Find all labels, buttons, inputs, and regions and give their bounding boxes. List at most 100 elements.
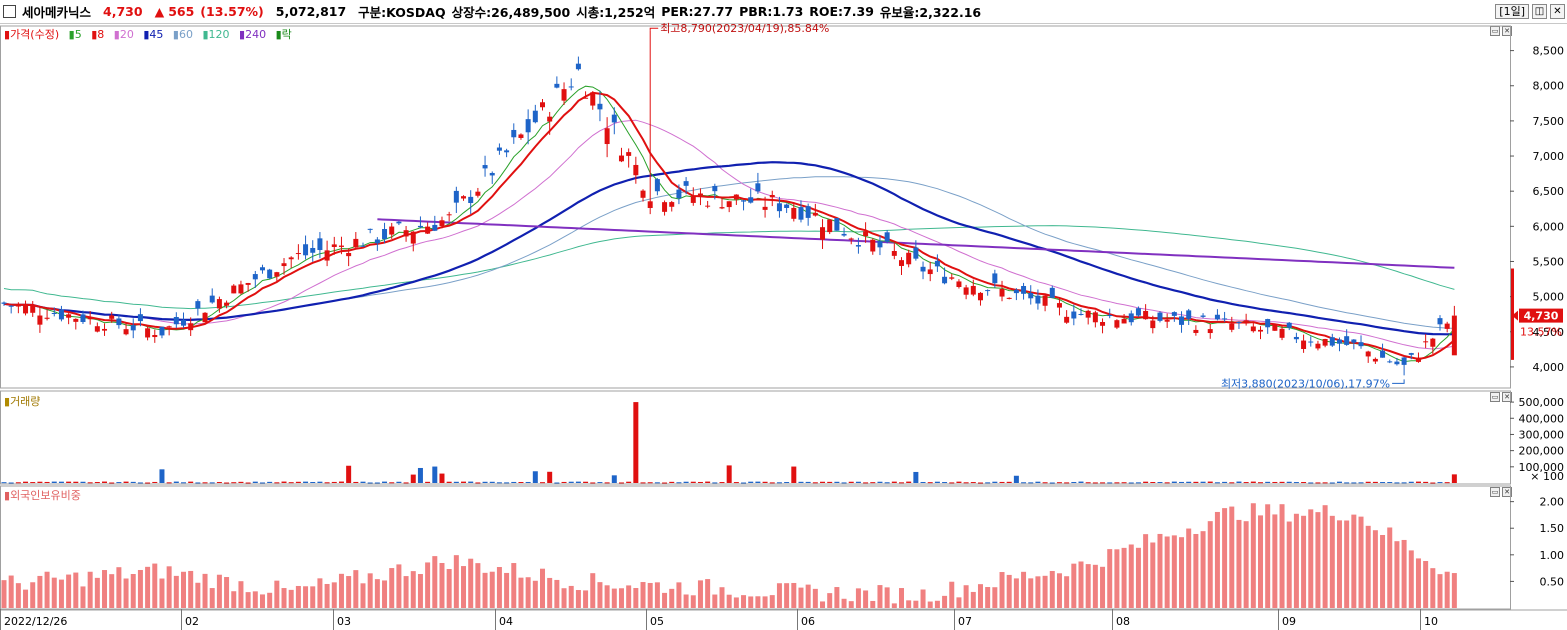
volume-bar xyxy=(37,481,43,483)
volume-bar xyxy=(51,481,57,483)
foreign-bar xyxy=(1092,564,1098,608)
volume-bar xyxy=(23,481,29,483)
foreign-bar xyxy=(274,580,280,608)
volume-bar xyxy=(1272,481,1278,483)
foreign-bar xyxy=(195,582,201,608)
volume-bar xyxy=(109,482,115,484)
volume-bar xyxy=(1372,481,1378,483)
date-label: 10 xyxy=(1424,615,1438,628)
candle-body xyxy=(640,190,646,198)
foreign-bar xyxy=(511,563,517,608)
volume-bar xyxy=(310,481,316,483)
volume-bar xyxy=(224,482,230,484)
volume-bar xyxy=(626,481,632,483)
foreign-bar xyxy=(547,577,553,608)
foreign-bar xyxy=(489,571,495,608)
foreign-bar xyxy=(913,600,919,608)
restore-icon[interactable]: ◫ xyxy=(1532,4,1547,19)
volume-bar xyxy=(877,481,883,483)
volume-bar xyxy=(209,482,215,484)
foreign-bar xyxy=(985,587,991,608)
candle-body xyxy=(1250,326,1256,332)
foreign-legend-label: 외국인보유비중 xyxy=(10,489,81,502)
foreign-bar xyxy=(1301,515,1307,608)
candle-body xyxy=(525,119,531,133)
foreign-bar xyxy=(899,588,904,608)
volume-bar xyxy=(676,482,682,484)
foreign-bar xyxy=(303,586,309,608)
foreign-bar xyxy=(374,579,380,608)
volume-bar xyxy=(295,481,301,483)
market-type: 구분:KOSDAQ xyxy=(358,5,446,20)
foreign-bar xyxy=(827,593,833,608)
foreign-bar xyxy=(712,594,718,608)
foreign-close-icon[interactable]: ✕ xyxy=(1502,487,1512,497)
candle-body xyxy=(690,196,696,203)
candle-body xyxy=(66,314,72,318)
last-pct-label: 13.57% xyxy=(1520,326,1562,339)
candle-body xyxy=(281,263,287,267)
foreign-bar xyxy=(992,587,998,608)
period-button[interactable]: [1일] xyxy=(1495,4,1529,19)
volume-panel-frame xyxy=(0,390,1511,485)
foreign-bar xyxy=(1214,511,1220,608)
candle-body xyxy=(1042,295,1048,306)
foreign-restore-icon[interactable]: ▭ xyxy=(1490,487,1500,497)
volume-bar xyxy=(726,465,732,483)
volume-bar xyxy=(784,482,790,484)
volume-restore-icon[interactable]: ▭ xyxy=(1490,392,1500,402)
date-label: 05 xyxy=(650,615,664,628)
foreign-bar xyxy=(1437,574,1443,608)
volume-bar xyxy=(762,481,768,483)
candle-body xyxy=(461,196,467,199)
volume-bar xyxy=(798,481,804,483)
foreign-bar xyxy=(755,596,761,608)
volume-bar xyxy=(281,481,287,483)
foreign-bar xyxy=(618,588,624,608)
volume-close-icon[interactable]: ✕ xyxy=(1502,392,1512,402)
volume-bar xyxy=(891,481,897,483)
volume-bar xyxy=(820,481,826,483)
foreign-bar xyxy=(1308,509,1314,608)
checkbox[interactable] xyxy=(3,5,16,18)
foreign-tick-label: 2.00 xyxy=(1540,496,1565,509)
foreign-bar xyxy=(295,585,301,608)
volume-bar xyxy=(583,481,589,483)
volume-bar xyxy=(934,481,940,483)
candle-body xyxy=(1028,293,1034,299)
price-tick-label: 4,500 xyxy=(1533,326,1565,339)
candle-body xyxy=(1100,321,1106,326)
candle-body xyxy=(1387,361,1393,363)
foreign-bar xyxy=(540,568,545,608)
volume-bar xyxy=(568,481,574,483)
foreign-bar xyxy=(532,580,538,608)
price-tick-label: 8,000 xyxy=(1533,80,1565,93)
candle-body xyxy=(468,196,474,203)
candle-body xyxy=(1301,340,1307,349)
volume-bar xyxy=(1135,482,1141,484)
candle-body xyxy=(425,226,431,234)
candle-body xyxy=(748,197,754,203)
candle-body xyxy=(618,155,624,162)
foreign-bar xyxy=(626,585,632,608)
close-icon[interactable]: ✕ xyxy=(1550,4,1565,19)
foreign-bar xyxy=(15,583,21,608)
volume-bar xyxy=(755,481,761,483)
foreign-bar xyxy=(1380,534,1386,608)
candle-body xyxy=(999,288,1005,297)
volume-bar xyxy=(1394,482,1400,484)
candle-body xyxy=(1401,357,1407,365)
volume-bar xyxy=(73,481,79,483)
volume-bar xyxy=(697,481,703,483)
candle-body xyxy=(87,317,93,320)
volume-bar xyxy=(453,481,459,483)
candle-body xyxy=(1207,329,1213,334)
price-tick-label: 8,500 xyxy=(1533,45,1565,58)
foreign-bar xyxy=(1329,515,1335,608)
foreign-bar xyxy=(504,572,510,608)
foreign-bar xyxy=(1006,574,1012,608)
volume-bar xyxy=(489,481,495,483)
candle-body xyxy=(432,224,438,231)
reserve-ratio: 유보율:2,322.16 xyxy=(879,5,982,20)
foreign-bar xyxy=(554,579,560,608)
